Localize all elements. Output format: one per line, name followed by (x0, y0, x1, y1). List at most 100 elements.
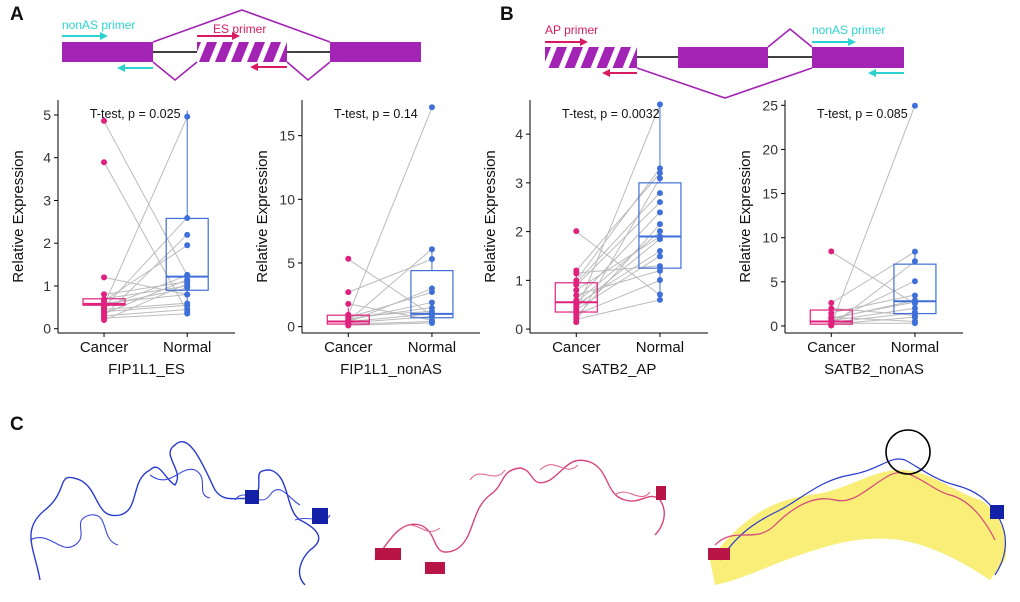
y-tick-label: 0 (515, 321, 523, 337)
normal-point (428, 104, 435, 111)
pair-line (103, 308, 188, 317)
normal-point (656, 236, 663, 243)
normal-point (911, 292, 918, 299)
x-tick-label: Cancer (807, 339, 855, 356)
protein-structure-nonas (29, 441, 331, 586)
y-tick-label: 3 (43, 192, 51, 208)
pair-line (103, 313, 188, 319)
pair-line (575, 202, 661, 286)
normal-point (184, 242, 191, 249)
normal-point (428, 304, 435, 311)
y-tick-label: 5 (770, 274, 778, 290)
normal-point (911, 320, 918, 327)
normal-point (184, 113, 191, 120)
normal-point (911, 102, 918, 109)
y-tick-label: 15 (279, 128, 295, 144)
normal-point (656, 199, 663, 206)
pair-line (348, 313, 432, 323)
pair-line (831, 301, 916, 319)
splice-junction-inc-right (286, 61, 331, 82)
as-loops (399, 464, 651, 532)
cancer-point (573, 319, 580, 326)
boxplot-2: 0 5 10 15 Cancer Normal FIP1L1_nonAS Relative E… (254, 100, 480, 378)
y-tick-label: 10 (279, 191, 295, 207)
panel-label-a: A (10, 4, 24, 25)
pair-line (831, 316, 915, 325)
arrow-left-icon (117, 64, 125, 72)
normal-point (656, 296, 663, 303)
y-axis-label: Relative Expression (737, 150, 754, 283)
protein-structure-as (374, 459, 666, 574)
pair-line (103, 294, 188, 304)
normal-point (428, 285, 435, 292)
nonas-primer-label-a: nonAS primer (62, 18, 135, 32)
pair-line (103, 285, 188, 300)
y-tick-label: 5 (287, 255, 295, 271)
y-tick-label: 0 (43, 321, 51, 337)
x-axis-label: FIP1L1_nonAS (340, 361, 442, 378)
y-tick-label: 20 (762, 141, 778, 157)
pair-line (575, 238, 661, 308)
y-axis-label: Relative Expression (254, 150, 271, 283)
pair-line (830, 105, 916, 326)
cancer-point (101, 304, 108, 311)
y-tick-label: 2 (515, 224, 523, 240)
ttest-label: T-test, p = 0.025 (90, 107, 181, 121)
normal-point (428, 319, 435, 326)
pair-line (576, 279, 661, 315)
pair-line (575, 104, 661, 313)
arrow-left-icon (250, 63, 258, 71)
normal-point (656, 169, 663, 176)
nonas-loops (29, 468, 331, 548)
protein-structure-overlay (708, 429, 1007, 585)
nonas-helix-1 (245, 490, 259, 504)
cancer-point (101, 297, 108, 304)
normal-point (656, 101, 663, 108)
y-tick-label: 4 (515, 126, 523, 142)
pair-line (348, 322, 432, 326)
x-tick-label: Cancer (552, 339, 600, 356)
normal-point (184, 283, 191, 290)
x-axis-label: FIP1L1_ES (108, 361, 185, 378)
cancer-point (345, 289, 352, 296)
panel-label-c: C (10, 414, 24, 435)
highlight-circle (885, 429, 931, 475)
pair-line (576, 236, 661, 291)
normal-point (911, 278, 918, 285)
normal-point (428, 256, 435, 263)
cancer-point (573, 280, 580, 287)
exon-es-striped (197, 42, 287, 62)
cancer-point (573, 313, 580, 320)
pair-line (103, 116, 188, 306)
as-helix-1 (375, 548, 401, 560)
cancer-point (828, 248, 835, 255)
boxplot-3: 0 1 2 3 4 Cancer Normal SATB2_AP Relative Expres… (482, 100, 708, 378)
pair-line (103, 276, 188, 296)
boxplot-4: 0 5 10 15 20 25 Cancer Normal SATB2_nonAS Relativ… (737, 97, 963, 378)
cancer-point (828, 315, 835, 322)
pair-line (103, 234, 188, 317)
pair-line (575, 211, 661, 301)
y-tick-label: 10 (762, 230, 778, 246)
y-tick-label: 15 (762, 186, 778, 202)
ap-primer-label: AP primer (545, 23, 598, 37)
exon-ap-striped (545, 47, 637, 68)
pair-line (831, 307, 916, 322)
pair-line (831, 251, 916, 304)
y-axis-label: Relative Expression (482, 150, 499, 283)
nonas-ribbon-path (30, 441, 320, 586)
overlay-helix-1 (708, 548, 730, 560)
pair-line (347, 107, 433, 316)
cancer-point (828, 322, 835, 329)
boxplot-1: 0 1 2 3 4 5 Cancer Normal FIP1L1_ES Relative Expr… (10, 100, 235, 378)
cancer-point (573, 270, 580, 277)
overlay-blue-trace (719, 458, 1007, 576)
normal-point (911, 314, 918, 321)
pair-line (575, 192, 661, 284)
pair-line (347, 248, 433, 322)
normal-point (656, 291, 663, 298)
pair-line (103, 217, 188, 308)
pair-line (576, 299, 661, 320)
cancer-point (573, 287, 580, 294)
